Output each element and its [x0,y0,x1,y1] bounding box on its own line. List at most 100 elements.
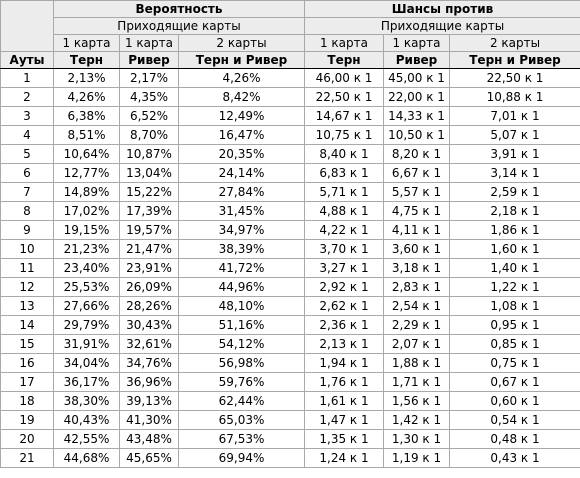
prob-turn-cell: 2,13% [53,68,120,88]
outs-cell: 13 [0,296,54,316]
prob-turn-cell: 10,64% [53,144,120,164]
outs-cell: 7 [0,182,54,202]
prob-river-cell: 45,65% [119,448,179,468]
odds-river-cell: 3,18 к 1 [383,258,450,278]
outs-cell: 3 [0,106,54,126]
odds-river-cell: 1,19 к 1 [383,448,450,468]
prob-turn-and-river-cell: 41,72% [178,258,305,278]
odds-turn-cell: 1,24 к 1 [304,448,384,468]
prob-turn-and-river-cell: 65,03% [178,410,305,430]
odds-turn-cell: 2,13 к 1 [304,334,384,354]
prob-turn-and-river-cell: 16,47% [178,125,305,145]
prob-turn-and-river-cell: 44,96% [178,277,305,297]
outs-cell: 14 [0,315,54,335]
odds-turn-cell: 1,47 к 1 [304,410,384,430]
odds-turn-and-river-cell: 1,08 к 1 [448,296,580,316]
odds-turn-cell: 4,22 к 1 [304,220,384,240]
probability-header: Вероятность [53,0,305,18]
outs-cell: 9 [0,220,54,240]
prob-river-cell: 2,17% [119,68,179,88]
odds-turn-cell: 1,61 к 1 [304,391,384,411]
odds-river-cell: 45,00 к 1 [383,68,450,88]
table-row: 21 44,68% 45,65% 69,94% 1,24 к 1 1,19 к 1 0,43… [0,448,580,468]
prob-river-cell: 23,91% [119,258,179,278]
odds-turn-and-river-cell: 1,40 к 1 [448,258,580,278]
prob-river-cell: 8,70% [119,125,179,145]
prob-river-cell: 17,39% [119,201,179,221]
table-row: 15 31,91% 32,61% 54,12% 2,13 к 1 2,07 к 1 0,85… [0,334,580,354]
odds-river-cell: 1,30 к 1 [383,429,450,449]
prob-river-cell: 19,57% [119,220,179,240]
odds-turn-and-river-cell: 1,60 к 1 [448,239,580,259]
table-row: 8 17,02% 17,39% 31,45% 4,88 к 1 4,75 к 1 2,18 … [0,201,580,221]
odds-river-cell: 22,00 к 1 [383,87,450,107]
prob-river-cell: 13,04% [119,163,179,183]
odds-turn-cell: 4,88 к 1 [304,201,384,221]
prob-turn-and-river-cell: 12,49% [178,106,305,126]
odds-turn-cell: 8,40 к 1 [304,144,384,164]
prob-turn-cell: 40,43% [53,410,120,430]
odds-turn-cell: 3,27 к 1 [304,258,384,278]
prob-turn-header: Терн [53,51,120,69]
odds-turn-and-river-cell: 10,88 к 1 [448,87,580,107]
odds-turn-cell: 14,67 к 1 [304,106,384,126]
odds-turn-header: Терн [304,51,384,69]
odds-river-cell: 6,67 к 1 [383,163,450,183]
prob-turn-cell: 31,91% [53,334,120,354]
odds-river-cell: 3,60 к 1 [383,239,450,259]
odds-river-cell: 2,83 к 1 [383,277,450,297]
outs-cell: 20 [0,429,54,449]
header-row-card-count: 1 карта 1 карта 2 карты 1 карта 1 карта … [1,34,580,52]
prob-turn-and-river-cell: 24,14% [178,163,305,183]
table-row: 4 8,51% 8,70% 16,47% 10,75 к 1 10,50 к 1 5,07 … [0,125,580,145]
prob-turn-and-river-cell: 34,97% [178,220,305,240]
outs-header: Ауты [0,51,54,69]
odds-turn-and-river-cell: 2,18 к 1 [448,201,580,221]
outs-cell: 4 [0,125,54,145]
odds-turn-and-river-cell: 1,86 к 1 [448,220,580,240]
table-row: 17 36,17% 36,96% 59,76% 1,76 к 1 1,71 к 1 0,67… [0,372,580,392]
table-row: 3 6,38% 6,52% 12,49% 14,67 к 1 14,33 к 1 7,01 … [0,106,580,126]
prob-river-header: Ривер [119,51,179,69]
prob-turn-and-river-cell: 48,10% [178,296,305,316]
outs-odds-table: Вероятность Шансы против Приходящие карт… [0,0,580,468]
prob-turn-cell: 6,38% [53,106,120,126]
odds-turn-cell: 2,62 к 1 [304,296,384,316]
odds-river-cell: 4,75 к 1 [383,201,450,221]
odds-two-cards: 2 карты [448,34,580,52]
odds-turn-cell: 6,83 к 1 [304,163,384,183]
odds-turn-and-river-cell: 0,67 к 1 [448,372,580,392]
prob-turn-cell: 12,77% [53,163,120,183]
outs-cell: 16 [0,353,54,373]
prob-turn-cell: 25,53% [53,277,120,297]
odds-turn-and-river-header: Терн и Ривер [448,51,580,69]
odds-turn-cell: 1,76 к 1 [304,372,384,392]
prob-turn-and-river-cell: 38,39% [178,239,305,259]
prob-river-cell: 6,52% [119,106,179,126]
prob-river-cell: 30,43% [119,315,179,335]
odds-turn-and-river-cell: 0,60 к 1 [448,391,580,411]
table-row: 9 19,15% 19,57% 34,97% 4,22 к 1 4,11 к 1 1,86 … [0,220,580,240]
prob-river-cell: 39,13% [119,391,179,411]
table-row: 20 42,55% 43,48% 67,53% 1,35 к 1 1,30 к 1 0,48… [0,429,580,449]
outs-cell: 10 [0,239,54,259]
prob-turn-cell: 19,15% [53,220,120,240]
outs-cell: 2 [0,87,54,107]
prob-river-cell: 43,48% [119,429,179,449]
table-body: 1 2,13% 2,17% 4,26% 46,00 к 1 45,00 к 1 22,50 … [0,68,580,468]
odds-river-cell: 10,50 к 1 [383,125,450,145]
prob-turn-and-river-cell: 31,45% [178,201,305,221]
odds-turn-and-river-cell: 1,22 к 1 [448,277,580,297]
prob-turn-and-river-cell: 62,44% [178,391,305,411]
prob-river-cell: 28,26% [119,296,179,316]
table-row: 11 23,40% 23,91% 41,72% 3,27 к 1 3,18 к 1 1,40… [0,258,580,278]
odds-turn-and-river-cell: 0,85 к 1 [448,334,580,354]
odds-turn-and-river-cell: 0,54 к 1 [448,410,580,430]
table-row: 1 2,13% 2,17% 4,26% 46,00 к 1 45,00 к 1 22,50 … [0,68,580,88]
prob-one-card-turn: 1 карта [53,34,120,52]
prob-turn-cell: 23,40% [53,258,120,278]
odds-river-cell: 8,20 к 1 [383,144,450,164]
prob-turn-and-river-header: Терн и Ривер [178,51,305,69]
prob-turn-cell: 27,66% [53,296,120,316]
prob-turn-and-river-cell: 56,98% [178,353,305,373]
